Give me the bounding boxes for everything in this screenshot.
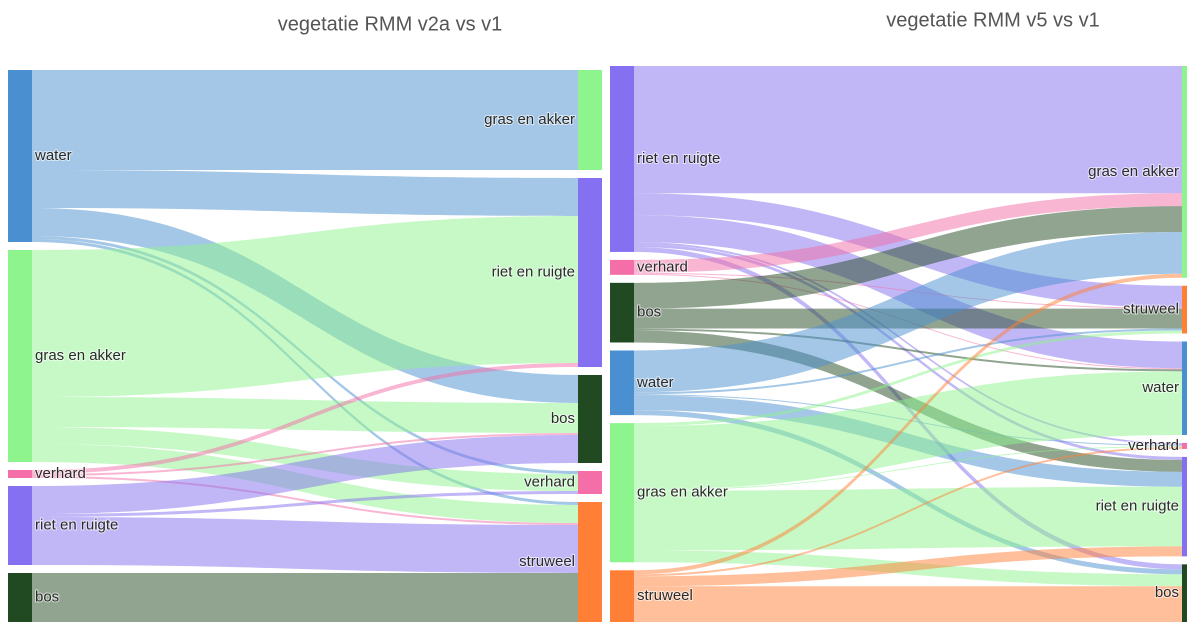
link xyxy=(32,397,578,433)
link xyxy=(634,66,1182,194)
link xyxy=(634,328,1182,372)
link xyxy=(634,241,1182,445)
source-label: water xyxy=(636,374,674,391)
target-label: verhard xyxy=(1128,437,1179,454)
link xyxy=(634,445,1182,491)
target-label: gras en akker xyxy=(1088,163,1179,180)
target-node xyxy=(578,178,602,367)
link xyxy=(634,586,1182,622)
source-node xyxy=(610,350,634,416)
link xyxy=(634,272,1182,309)
source-label: bos xyxy=(35,588,59,605)
link xyxy=(32,573,578,622)
target-label: bos xyxy=(1155,584,1179,601)
target-node xyxy=(578,70,602,170)
source-label: riet en ruigte xyxy=(35,516,118,533)
target-node xyxy=(1182,341,1187,435)
target-node xyxy=(1182,66,1187,278)
link xyxy=(634,330,1182,427)
source-node xyxy=(610,423,634,563)
target-label: bos xyxy=(551,410,575,427)
target-label: riet en ruigte xyxy=(1096,498,1179,515)
chart-title: vegetatie RMM v2a vs v1 xyxy=(278,13,503,35)
link xyxy=(634,371,1182,490)
target-label: gras en akker xyxy=(484,111,575,128)
source-node xyxy=(8,470,32,478)
link xyxy=(634,193,1182,273)
target-node xyxy=(1182,564,1187,622)
link xyxy=(634,486,1182,551)
target-label: struweel xyxy=(1123,301,1179,318)
source-label: verhard xyxy=(35,465,86,482)
sankey-chart: vegetatie RMM v5 vs v1 riet en ruigte verh… xyxy=(610,9,1187,622)
source-label: water xyxy=(34,147,72,164)
source-label: bos xyxy=(637,304,661,321)
link xyxy=(32,517,578,573)
source-node xyxy=(8,250,32,462)
link xyxy=(32,170,578,216)
link xyxy=(634,546,1182,587)
target-node xyxy=(1182,456,1187,557)
source-node xyxy=(610,66,634,252)
link xyxy=(634,328,1182,395)
chart-title: vegetatie RMM v5 vs v1 xyxy=(886,9,1099,31)
source-node xyxy=(610,259,634,275)
link xyxy=(634,243,1182,460)
source-node xyxy=(8,486,32,565)
target-node xyxy=(1182,285,1187,334)
link xyxy=(32,427,578,491)
source-node xyxy=(8,70,32,242)
source-node xyxy=(610,570,634,622)
link xyxy=(634,273,1182,575)
target-node xyxy=(578,502,602,622)
link xyxy=(32,491,578,517)
link xyxy=(634,232,1182,393)
source-label: verhard xyxy=(637,258,688,275)
target-label: struweel xyxy=(519,553,575,570)
target-node xyxy=(578,375,602,463)
link xyxy=(32,363,578,474)
source-label: struweel xyxy=(637,587,693,604)
sankey-chart: vegetatie RMM v2a vs v1 water gras en akke… xyxy=(8,13,602,622)
link xyxy=(634,446,1182,577)
source-node xyxy=(8,573,32,622)
link xyxy=(32,70,578,170)
source-label: gras en akker xyxy=(637,484,728,501)
link xyxy=(634,206,1182,309)
source-node xyxy=(610,282,634,343)
source-label: riet en ruigte xyxy=(637,150,720,167)
link xyxy=(32,476,578,525)
link xyxy=(32,435,578,514)
target-label: verhard xyxy=(524,473,575,490)
target-label: water xyxy=(1141,379,1179,396)
target-node xyxy=(578,471,602,494)
target-label: riet en ruigte xyxy=(492,263,575,280)
links xyxy=(32,70,578,622)
links xyxy=(634,66,1182,622)
source-label: gras en akker xyxy=(35,347,126,364)
link xyxy=(32,216,578,397)
link xyxy=(32,433,578,476)
target-node xyxy=(1182,442,1187,449)
